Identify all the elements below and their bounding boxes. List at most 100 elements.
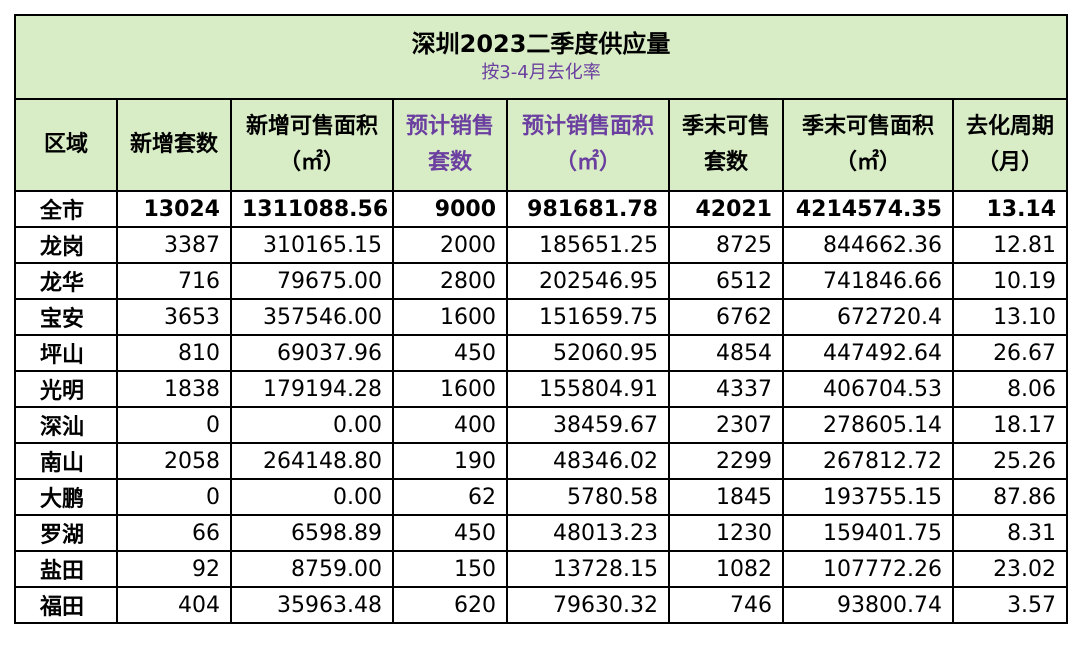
est-area-cell: 5780.58 bbox=[506, 478, 670, 516]
new-units-cell: 3653 bbox=[116, 298, 232, 336]
table-title: 深圳2023二季度供应量 bbox=[411, 30, 671, 58]
est-area-cell: 52060.95 bbox=[506, 334, 670, 372]
region-cell: 龙岗 bbox=[14, 226, 118, 264]
new-units-cell: 66 bbox=[116, 514, 232, 552]
end-units-cell: 2307 bbox=[668, 406, 784, 444]
new-units-cell: 13024 bbox=[116, 190, 232, 228]
header-new-units: 新增套数 bbox=[116, 98, 232, 192]
cycle-cell: 12.81 bbox=[951, 226, 1069, 264]
est-units-cell: 450 bbox=[392, 514, 508, 552]
cycle-cell: 18.17 bbox=[951, 406, 1069, 444]
new-area-cell: 1311088.56 bbox=[230, 190, 394, 228]
end-units-cell: 1230 bbox=[668, 514, 784, 552]
new-area-cell: 6598.89 bbox=[230, 514, 394, 552]
est-area-cell: 38459.67 bbox=[506, 406, 670, 444]
region-cell: 南山 bbox=[14, 442, 118, 480]
table-body: 全市 13024 1311088.56 9000 981681.78 42021 42145… bbox=[14, 190, 1069, 624]
header-est-units: 预计销售 套数 bbox=[392, 98, 508, 192]
table-row: 全市 13024 1311088.56 9000 981681.78 42021 42145… bbox=[14, 190, 1069, 228]
end-area-cell: 4214574.35 bbox=[782, 190, 954, 228]
header-region: 区域 bbox=[14, 98, 118, 192]
cycle-cell: 3.57 bbox=[951, 586, 1069, 624]
est-area-cell: 48013.23 bbox=[506, 514, 670, 552]
end-area-cell: 741846.66 bbox=[782, 262, 954, 300]
est-area-cell: 13728.15 bbox=[506, 550, 670, 588]
cycle-cell: 8.31 bbox=[951, 514, 1069, 552]
header-cycle: 去化周期 （月） bbox=[951, 98, 1069, 192]
new-area-cell: 69037.96 bbox=[230, 334, 394, 372]
new-units-cell: 1838 bbox=[116, 370, 232, 408]
supply-table-container: 深圳2023二季度供应量 按3-4月去化率 区域 新增套数 新增可售面积 （㎡） … bbox=[13, 14, 1069, 624]
region-cell: 宝安 bbox=[14, 298, 118, 336]
end-area-cell: 844662.36 bbox=[782, 226, 954, 264]
est-area-cell: 48346.02 bbox=[506, 442, 670, 480]
region-cell: 光明 bbox=[14, 370, 118, 408]
est-area-cell: 151659.75 bbox=[506, 298, 670, 336]
end-units-cell: 42021 bbox=[668, 190, 784, 228]
table-row: 盐田 92 8759.00 150 13728.15 1082 107772.26 23.02 bbox=[14, 550, 1069, 588]
est-area-cell: 202546.95 bbox=[506, 262, 670, 300]
new-units-cell: 404 bbox=[116, 586, 232, 624]
new-area-cell: 8759.00 bbox=[230, 550, 394, 588]
est-area-cell: 981681.78 bbox=[506, 190, 670, 228]
table-row: 龙岗 3387 310165.15 2000 185651.25 8725 844662.3… bbox=[14, 226, 1069, 264]
header-est-area: 预计销售面积 （㎡） bbox=[506, 98, 670, 192]
est-units-cell: 1600 bbox=[392, 298, 508, 336]
end-area-cell: 193755.15 bbox=[782, 478, 954, 516]
end-area-cell: 447492.64 bbox=[782, 334, 954, 372]
cycle-cell: 10.19 bbox=[951, 262, 1069, 300]
est-units-cell: 62 bbox=[392, 478, 508, 516]
est-units-cell: 2000 bbox=[392, 226, 508, 264]
end-area-cell: 93800.74 bbox=[782, 586, 954, 624]
est-units-cell: 190 bbox=[392, 442, 508, 480]
header-end-area: 季末可售面积 （㎡） bbox=[782, 98, 954, 192]
est-units-cell: 450 bbox=[392, 334, 508, 372]
cycle-cell: 87.86 bbox=[951, 478, 1069, 516]
end-units-cell: 6512 bbox=[668, 262, 784, 300]
header-row: 区域 新增套数 新增可售面积 （㎡） 预计销售 套数 预计销售面积 （㎡） 季末可售套… bbox=[14, 98, 1069, 192]
new-area-cell: 79675.00 bbox=[230, 262, 394, 300]
end-area-cell: 267812.72 bbox=[782, 442, 954, 480]
est-units-cell: 400 bbox=[392, 406, 508, 444]
new-units-cell: 3387 bbox=[116, 226, 232, 264]
table-row: 南山 2058 264148.80 190 48346.02 2299 267812.72 2… bbox=[14, 442, 1069, 480]
est-units-cell: 620 bbox=[392, 586, 508, 624]
new-units-cell: 92 bbox=[116, 550, 232, 588]
est-area-cell: 185651.25 bbox=[506, 226, 670, 264]
table-row: 龙华 716 79675.00 2800 202546.95 6512 741846.66 1… bbox=[14, 262, 1069, 300]
end-units-cell: 8725 bbox=[668, 226, 784, 264]
table-row: 大鹏 0 0.00 62 5780.58 1845 193755.15 87.86 bbox=[14, 478, 1069, 516]
table-row: 宝安 3653 357546.00 1600 151659.75 6762 672720.4… bbox=[14, 298, 1069, 336]
est-units-cell: 9000 bbox=[392, 190, 508, 228]
end-units-cell: 4337 bbox=[668, 370, 784, 408]
region-cell: 福田 bbox=[14, 586, 118, 624]
end-area-cell: 107772.26 bbox=[782, 550, 954, 588]
table-title-cell: 深圳2023二季度供应量 按3-4月去化率 bbox=[13, 14, 1069, 100]
region-cell: 盐田 bbox=[14, 550, 118, 588]
table-row: 罗湖 66 6598.89 450 48013.23 1230 159401.75 8.31 bbox=[14, 514, 1069, 552]
cycle-cell: 8.06 bbox=[951, 370, 1069, 408]
new-area-cell: 357546.00 bbox=[230, 298, 394, 336]
est-units-cell: 2800 bbox=[392, 262, 508, 300]
region-cell: 罗湖 bbox=[14, 514, 118, 552]
table-subtitle: 按3-4月去化率 bbox=[481, 62, 601, 83]
new-area-cell: 0.00 bbox=[230, 406, 394, 444]
new-units-cell: 2058 bbox=[116, 442, 232, 480]
new-area-cell: 35963.48 bbox=[230, 586, 394, 624]
new-area-cell: 179194.28 bbox=[230, 370, 394, 408]
region-cell: 深汕 bbox=[14, 406, 118, 444]
cycle-cell: 13.14 bbox=[951, 190, 1069, 228]
est-units-cell: 150 bbox=[392, 550, 508, 588]
new-units-cell: 0 bbox=[116, 406, 232, 444]
new-area-cell: 310165.15 bbox=[230, 226, 394, 264]
end-area-cell: 159401.75 bbox=[782, 514, 954, 552]
est-area-cell: 155804.91 bbox=[506, 370, 670, 408]
header-end-units: 季末可售 套数 bbox=[668, 98, 784, 192]
new-units-cell: 0 bbox=[116, 478, 232, 516]
table-row: 福田 404 35963.48 620 79630.32 746 93800.74 3.57 bbox=[14, 586, 1069, 624]
new-units-cell: 810 bbox=[116, 334, 232, 372]
end-area-cell: 278605.14 bbox=[782, 406, 954, 444]
header-new-area: 新增可售面积 （㎡） bbox=[230, 98, 394, 192]
end-units-cell: 746 bbox=[668, 586, 784, 624]
table-row: 深汕 0 0.00 400 38459.67 2307 278605.14 18.17 bbox=[14, 406, 1069, 444]
